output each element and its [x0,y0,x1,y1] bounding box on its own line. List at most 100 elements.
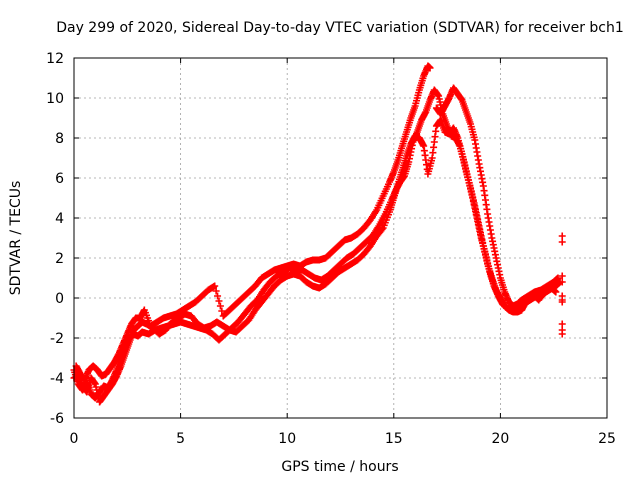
data-point [120,352,128,360]
grid-lines [74,58,607,418]
data-point [264,281,272,289]
data-point [358,252,366,260]
data-point [496,271,504,279]
data-point [398,168,406,176]
data-point [457,147,465,155]
data-point [215,297,223,305]
data-point [487,272,495,280]
data-point [238,313,246,321]
data-point [249,284,257,292]
data-point [434,91,442,99]
data-point [212,287,220,295]
data-point [251,298,259,306]
data-point [483,205,491,213]
data-point [462,106,470,114]
data-point [426,64,434,72]
data-point [218,307,226,315]
data-point [389,170,397,178]
data-point [398,144,406,152]
x-tick-label: 15 [385,431,403,447]
data-point [466,181,474,189]
data-point [487,230,495,238]
data-point [417,118,425,126]
data-point [558,298,566,306]
data-point [402,154,410,162]
x-axis-label: GPS time / hours [281,459,398,475]
data-point [558,272,566,280]
data-point [232,320,240,328]
data-point [125,340,133,348]
data-point [551,287,559,295]
data-point [364,245,372,253]
data-point [91,379,99,387]
y-tick-label: 2 [55,251,64,267]
data-point [82,387,90,395]
data-point [479,239,487,247]
data-point [214,292,222,300]
x-tick-label: 25 [598,431,616,447]
data-point [166,321,174,329]
x-tick-label: 5 [176,431,185,447]
data-point [262,293,270,301]
series-trace-c [70,116,560,406]
data-point [384,180,392,188]
data-point [389,196,397,204]
y-axis-label: SDTVAR / TECUs [8,181,24,296]
data-point [404,160,412,168]
data-point [415,89,423,97]
data-point [427,157,435,165]
data-points [70,62,566,406]
data-point [377,227,385,235]
data-point [380,212,388,220]
data-point [462,165,470,173]
data-point [474,156,482,164]
x-tick-label: 10 [278,431,296,447]
data-point [210,283,218,291]
data-point [192,317,200,325]
data-point [558,320,566,328]
data-point [558,278,566,286]
data-point [216,302,224,310]
data-point [255,277,263,285]
y-tick-label: -2 [50,331,64,347]
data-point [425,98,433,106]
y-tick-label: 8 [55,131,64,147]
data-point [483,257,491,265]
data-point [406,142,414,150]
data-point [402,130,410,138]
data-point [364,219,372,227]
data-point [255,301,263,309]
data-point [419,141,427,149]
data-point [378,194,386,202]
y-tick-label: 10 [46,91,64,107]
y-tick-label: 6 [55,171,64,187]
data-point [410,104,418,112]
data-point [419,74,427,82]
series-isolated-points [558,232,566,338]
series-trace-b [72,62,562,384]
data-point [491,251,499,259]
y-tick-label: -4 [50,371,64,387]
data-point [245,305,253,313]
data-point [558,330,566,338]
data-point [558,232,566,240]
data-point [243,318,251,326]
data-point [479,178,487,186]
data-point [470,199,478,207]
data-point [384,211,392,219]
data-point [474,219,482,227]
y-tick-label: 4 [55,211,64,227]
data-point [393,182,401,190]
data-point [453,132,461,140]
x-tick-label: 0 [70,431,79,447]
data-point [378,225,386,233]
chart-title: Day 299 of 2020, Sidereal Day-to-day VTE… [56,20,624,36]
x-tick-label: 20 [491,431,509,447]
data-point [406,116,414,124]
data-point [466,118,474,126]
data-point [553,275,561,283]
y-tick-label: 0 [55,291,64,307]
data-point [558,238,566,246]
